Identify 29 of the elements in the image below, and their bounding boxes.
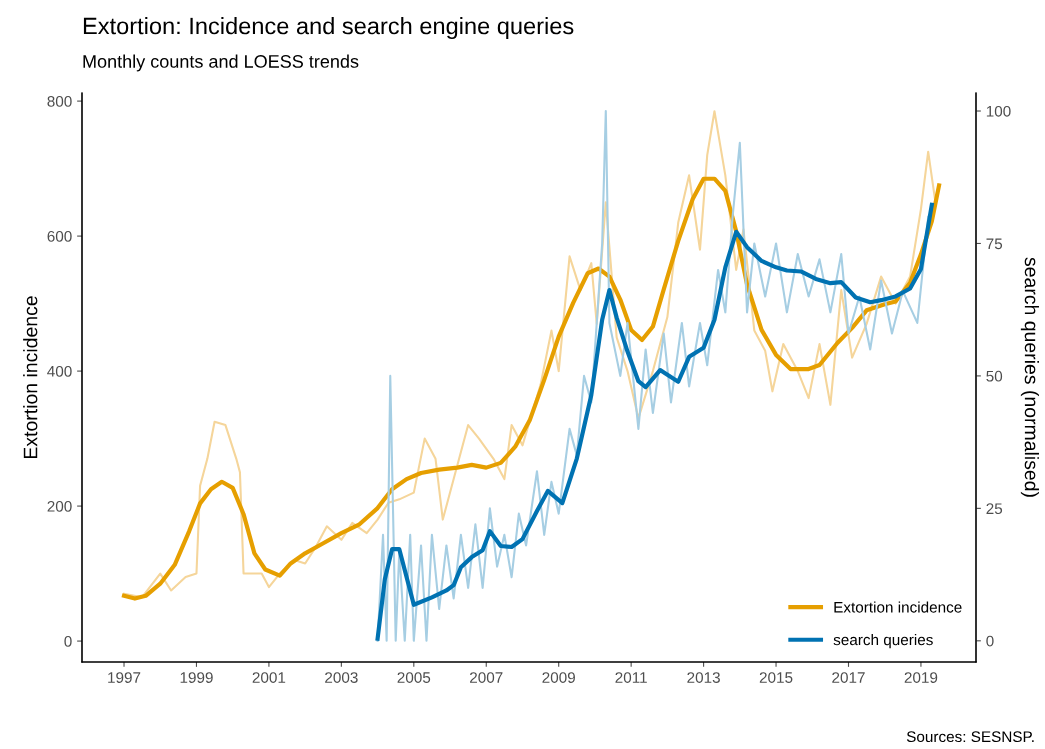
y2-tick-label: 75 bbox=[986, 238, 1003, 250]
x-tick-label: 1997 bbox=[108, 672, 141, 683]
y2-tick-label: 50 bbox=[986, 370, 1003, 382]
y2-tick-label: 25 bbox=[986, 503, 1003, 515]
x-tick-label: 2015 bbox=[759, 672, 793, 683]
y-tick-label: 800 bbox=[47, 95, 72, 107]
y-axis-title: Extortion incidence bbox=[23, 296, 38, 459]
y-tick-label: 400 bbox=[47, 365, 72, 377]
y2-tick-label: 100 bbox=[986, 105, 1011, 117]
y-tick-label: 0 bbox=[64, 635, 72, 647]
x-tick-label: 2001 bbox=[252, 672, 286, 683]
source-note: Sources: SESNSP. bbox=[906, 731, 1034, 743]
y-tick-label: 200 bbox=[47, 500, 72, 512]
y2-axis-title: search queries (normalised) bbox=[1020, 257, 1039, 497]
chart-subtitle: Monthly counts and LOESS trends bbox=[83, 54, 359, 72]
legend-label: Extortion incidence bbox=[834, 601, 962, 613]
legend-label: search queries bbox=[833, 634, 933, 649]
x-tick-label: 2017 bbox=[832, 672, 865, 683]
y-tick-label: 600 bbox=[47, 230, 72, 242]
chart-title: Extortion: Incidence and search engine queries bbox=[83, 17, 574, 39]
x-tick-label: 2019 bbox=[904, 672, 938, 683]
y2-tick-label: 0 bbox=[986, 635, 994, 647]
x-tick-label: 2011 bbox=[615, 672, 647, 683]
x-tick-label: 2009 bbox=[542, 672, 575, 683]
x-tick-label: 1999 bbox=[180, 672, 213, 683]
x-tick-label: 2005 bbox=[397, 672, 431, 683]
x-tick-label: 2007 bbox=[470, 672, 503, 683]
x-tick-label: 2013 bbox=[687, 672, 720, 683]
x-tick-label: 2003 bbox=[325, 672, 358, 683]
